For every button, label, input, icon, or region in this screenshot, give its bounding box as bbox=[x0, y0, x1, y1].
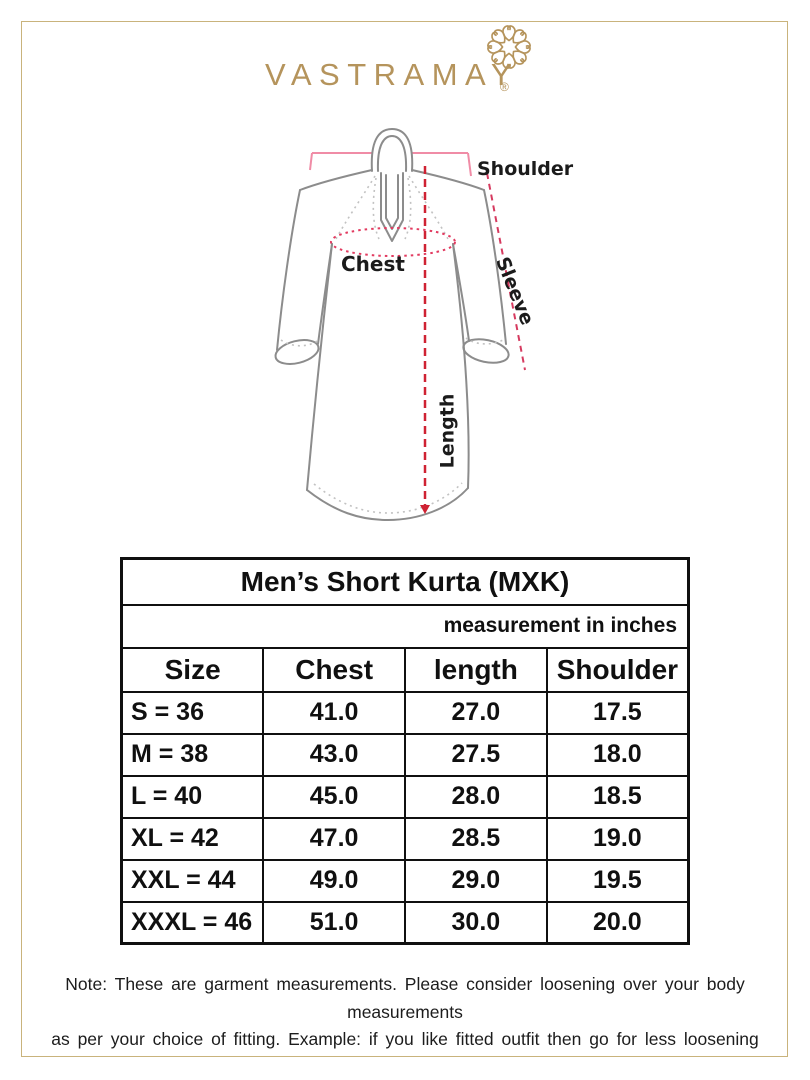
cell-shoulder: 19.5 bbox=[545, 858, 690, 903]
right-cuff bbox=[462, 338, 510, 364]
left-sleeve-outer bbox=[276, 189, 301, 351]
cell-chest: 45.0 bbox=[262, 774, 406, 819]
unit-note: measurement in inches bbox=[120, 603, 690, 649]
cell-size: XL = 42 bbox=[120, 816, 265, 861]
table-row: XXL = 44 49.0 29.0 19.5 bbox=[120, 858, 690, 903]
table-row: S = 36 41.0 27.0 17.5 bbox=[120, 690, 690, 735]
cell-length: 29.0 bbox=[404, 858, 548, 903]
collar-inner bbox=[376, 135, 408, 172]
cell-length: 28.0 bbox=[404, 774, 548, 819]
table-title-row: Men’s Short Kurta (MXK) bbox=[120, 557, 690, 606]
cell-length: 27.0 bbox=[404, 690, 548, 735]
table-row: M = 38 43.0 27.5 18.0 bbox=[120, 732, 690, 777]
length-label: Length bbox=[436, 393, 459, 469]
kurta-outline bbox=[274, 128, 510, 521]
cell-length: 28.5 bbox=[404, 816, 548, 861]
cell-chest: 49.0 bbox=[262, 858, 406, 903]
garment-measurement-note: Note: These are garment measurements. Pl… bbox=[30, 971, 780, 1054]
cell-size: M = 38 bbox=[120, 732, 265, 777]
cell-length: 27.5 bbox=[404, 732, 548, 777]
chest-label: Chest bbox=[341, 252, 405, 276]
placket-inner bbox=[385, 174, 399, 230]
cell-size: S = 36 bbox=[120, 690, 265, 735]
left-cuff bbox=[274, 339, 320, 365]
sleeve-measure-line bbox=[486, 172, 526, 371]
stitch-details bbox=[280, 175, 504, 514]
size-chart-table: Men’s Short Kurta (MXK) measurement in i… bbox=[120, 557, 690, 945]
table-row: L = 40 45.0 28.0 18.5 bbox=[120, 774, 690, 819]
note-line-2: as per your choice of fitting. Example: … bbox=[51, 1029, 759, 1049]
shoulder-label: Shoulder bbox=[477, 158, 574, 180]
left-shoulder-seam bbox=[299, 169, 373, 191]
registered-trademark-icon: ® bbox=[500, 80, 509, 94]
cell-shoulder: 18.5 bbox=[545, 774, 690, 819]
cell-shoulder: 17.5 bbox=[545, 690, 690, 735]
cell-shoulder: 20.0 bbox=[545, 900, 690, 945]
right-shoulder-seam bbox=[411, 169, 485, 191]
table-title: Men’s Short Kurta (MXK) bbox=[120, 557, 690, 606]
cell-chest: 51.0 bbox=[262, 900, 406, 945]
hem-curve bbox=[306, 487, 469, 521]
column-header-shoulder: Shoulder bbox=[545, 646, 690, 693]
cell-chest: 47.0 bbox=[262, 816, 406, 861]
cell-length: 30.0 bbox=[404, 900, 548, 945]
chest-measure-ellipse bbox=[330, 227, 456, 257]
collar-outer bbox=[370, 128, 414, 172]
cell-size: L = 40 bbox=[120, 774, 265, 819]
column-header-size: Size bbox=[120, 646, 265, 693]
cell-shoulder: 18.0 bbox=[545, 732, 690, 777]
body-left-side bbox=[306, 243, 333, 491]
body-right-side bbox=[452, 243, 470, 489]
column-header-chest: Chest bbox=[262, 646, 406, 693]
header-row: Size Chest length Shoulder bbox=[120, 646, 690, 693]
kurta-measurement-diagram bbox=[274, 128, 526, 521]
table-row: XL = 42 47.0 28.5 19.0 bbox=[120, 816, 690, 861]
cell-size: XXL = 44 bbox=[120, 858, 265, 903]
brand-name: VASTRAMAY bbox=[265, 57, 520, 92]
length-measure-line bbox=[420, 166, 430, 514]
cell-chest: 43.0 bbox=[262, 732, 406, 777]
cell-shoulder: 19.0 bbox=[545, 816, 690, 861]
cell-chest: 41.0 bbox=[262, 690, 406, 735]
table-row: XXXL = 46 51.0 30.0 20.0 bbox=[120, 900, 690, 945]
note-line-1: Note: These are garment measurements. Pl… bbox=[65, 974, 745, 1022]
right-sleeve-outer bbox=[483, 189, 507, 345]
placket-outer bbox=[380, 172, 404, 242]
gold-border-frame bbox=[21, 21, 788, 1057]
flower-star-ornament-icon bbox=[487, 25, 531, 69]
unit-note-row: measurement in inches bbox=[120, 603, 690, 649]
column-header-length: length bbox=[404, 646, 548, 693]
cell-size: XXXL = 46 bbox=[120, 900, 265, 945]
